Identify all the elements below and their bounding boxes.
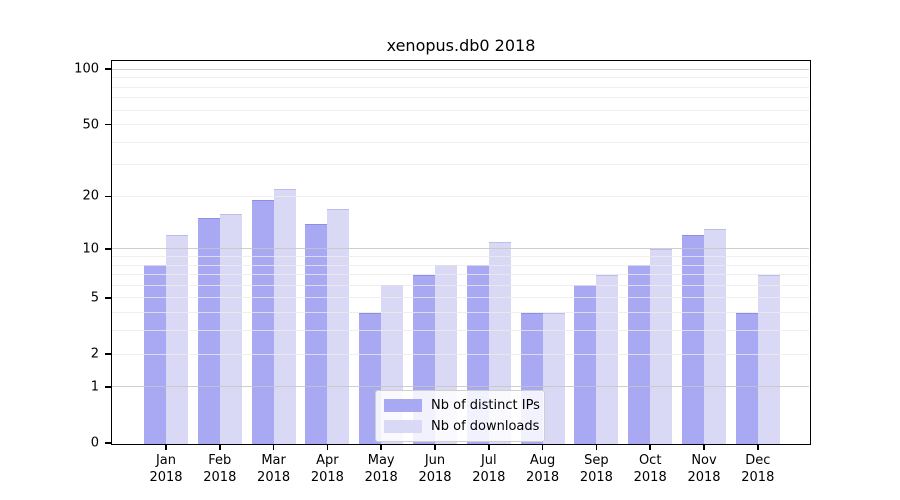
x-axis-tick-label: Nov 2018 — [687, 453, 721, 485]
legend-swatch-distinct-ips — [384, 399, 422, 412]
major-gridline — [112, 386, 809, 388]
x-axis-tick-label: Mar 2018 — [257, 453, 291, 485]
x-axis-tick — [272, 444, 275, 450]
y-axis-tick-label: 10 — [82, 241, 99, 257]
x-axis-tick — [541, 444, 544, 450]
y-axis-tick-label: 5 — [90, 290, 99, 306]
x-axis-tick — [434, 444, 436, 450]
minor-gridline — [112, 195, 809, 197]
y-axis-tick — [104, 297, 111, 299]
minor-gridline — [112, 330, 809, 332]
y-axis-tick-label: 100 — [74, 61, 99, 77]
bar-downloads-dec — [757, 274, 780, 444]
legend-row-distinct-ips: Nb of distinct IPs — [384, 398, 540, 413]
minor-gridline — [112, 77, 809, 79]
minor-gridline — [112, 109, 809, 111]
y-axis-tick — [104, 386, 111, 388]
legend-swatch-downloads — [384, 420, 422, 433]
y-axis-tick — [104, 248, 111, 250]
legend-label-downloads: Nb of downloads — [431, 419, 540, 434]
y-axis-tick-label: 20 — [82, 188, 99, 204]
bar-downloads-jan — [166, 235, 188, 444]
minor-gridline — [112, 284, 809, 286]
bar-ips-apr — [305, 223, 328, 444]
x-axis-tick-label: Apr 2018 — [310, 453, 344, 485]
x-axis-tick-label: Jan 2018 — [149, 453, 183, 485]
bar-ips-oct — [628, 265, 651, 444]
x-axis-tick — [165, 444, 167, 450]
x-axis-tick — [488, 444, 490, 450]
bar-ips-mar — [251, 200, 274, 444]
legend: Nb of distinct IPs Nb of downloads — [375, 390, 545, 442]
x-axis-tick — [380, 444, 382, 450]
x-axis-tick — [757, 444, 759, 450]
plot-area: 100 50 20 10 5 2 1 0 Jan 2018 Feb 2018 Mar 2018 Apr… — [74, 60, 811, 485]
bar-downloads-oct — [650, 248, 673, 444]
x-axis-tick-label: Sep 2018 — [579, 453, 613, 485]
bar-downloads-mar — [273, 189, 296, 444]
minor-gridline — [112, 124, 809, 126]
y-axis-tick-label: 0 — [90, 435, 99, 451]
x-axis-tick-label: Jul 2018 — [472, 453, 506, 485]
y-axis-tick — [104, 353, 111, 355]
bar-ips-feb — [197, 218, 220, 444]
bar-downloads-aug — [542, 312, 565, 444]
bar-downloads-sep — [596, 274, 619, 444]
y-axis-tick — [104, 195, 111, 198]
minor-gridline — [112, 353, 809, 355]
y-axis-tick-label: 1 — [90, 379, 99, 395]
minor-gridline — [112, 164, 809, 166]
y-axis-tick — [104, 68, 111, 70]
y-axis-tick-label: 2 — [90, 346, 99, 362]
bar-downloads-apr — [327, 208, 350, 444]
x-axis-tick — [219, 444, 221, 450]
minor-gridline — [112, 141, 809, 143]
minor-gridline — [112, 274, 809, 276]
minor-gridline — [112, 86, 809, 88]
chart-title: xenopus.db0 2018 — [386, 36, 536, 55]
x-axis-tick-label: Jun 2018 — [418, 453, 452, 485]
bar-downloads-nov — [704, 229, 726, 444]
x-axis-tick — [703, 444, 705, 450]
bar-ips-sep — [574, 285, 597, 444]
minor-gridline — [112, 312, 809, 314]
minor-gridline — [112, 97, 809, 99]
x-axis-tick — [595, 444, 598, 450]
x-axis-tick-label: Dec 2018 — [741, 453, 775, 485]
major-gridline — [112, 68, 809, 70]
bar-ips-dec — [735, 312, 758, 444]
x-axis-tick — [649, 444, 651, 450]
x-axis-tick-label: Feb 2018 — [203, 453, 237, 485]
x-axis-tick-label: May 2018 — [364, 453, 398, 485]
y-axis-tick — [104, 442, 111, 444]
x-axis-tick-label: Aug 2018 — [526, 453, 560, 485]
bar-ips-jan — [144, 265, 166, 444]
x-axis-tick — [326, 444, 329, 450]
plot-inner: 100 50 20 10 5 2 1 0 Jan 2018 Feb 2018 Mar 2018 Apr… — [74, 61, 810, 485]
legend-row-downloads: Nb of downloads — [384, 419, 540, 434]
minor-gridline — [112, 256, 809, 257]
minor-gridline — [112, 297, 809, 299]
y-axis-tick-label: 50 — [82, 117, 99, 133]
y-axis-tick — [104, 123, 111, 126]
bar-ips-nov — [682, 235, 704, 444]
x-axis-tick-label: Oct 2018 — [633, 453, 667, 485]
legend-label-distinct-ips: Nb of distinct IPs — [431, 398, 540, 413]
minor-gridline — [112, 264, 809, 266]
major-gridline — [112, 248, 809, 250]
